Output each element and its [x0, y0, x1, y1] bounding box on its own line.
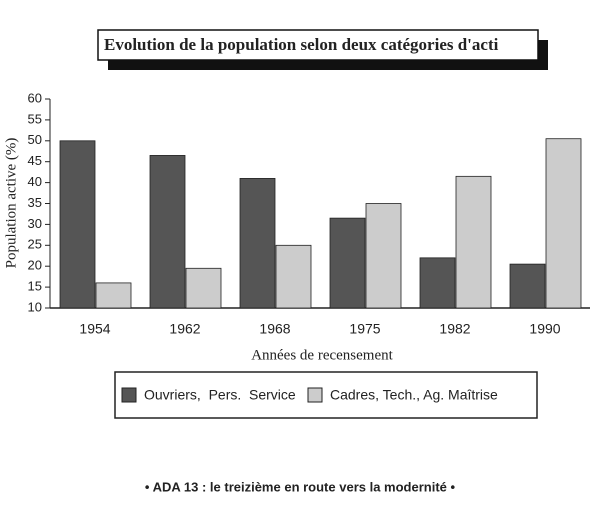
y-tick-label: 15 — [28, 279, 42, 294]
y-axis-label: Population active (%) — [3, 138, 19, 269]
bar — [545, 138, 582, 309]
bar — [365, 203, 402, 309]
y-tick-label: 50 — [28, 132, 42, 147]
bar — [59, 140, 96, 309]
bar — [275, 244, 312, 309]
x-tick-label: 1975 — [349, 321, 380, 337]
y-tick-label: 25 — [28, 237, 42, 252]
bar — [239, 178, 276, 309]
x-tick-label: 1968 — [259, 321, 290, 337]
bar — [95, 282, 132, 309]
bar — [455, 175, 492, 309]
y-tick-label: 20 — [28, 258, 42, 273]
x-tick-label: 1990 — [529, 321, 560, 337]
y-tick-label: 30 — [28, 216, 42, 231]
x-tick-label: 1962 — [169, 321, 200, 337]
legend-swatch — [307, 387, 323, 403]
x-tick-label: 1954 — [79, 321, 110, 337]
y-tick-label: 10 — [28, 299, 42, 314]
bar — [185, 267, 222, 309]
title-box — [97, 29, 539, 61]
bar — [329, 217, 366, 309]
x-axis-label: Années de recensement — [251, 347, 393, 363]
y-tick-label: 35 — [28, 195, 42, 210]
bar — [419, 257, 456, 309]
legend-box — [114, 371, 538, 419]
chart-title: Evolution de la population selon deux ca… — [104, 35, 499, 54]
y-tick-label: 40 — [28, 174, 42, 189]
footer: • ADA 13 : le treizième en route vers la… — [145, 479, 456, 494]
legend-swatch — [121, 387, 137, 403]
y-tick-label: 60 — [28, 90, 42, 105]
y-tick-label: 45 — [28, 153, 42, 168]
legend-label: Ouvriers, Pers. Service — [144, 387, 296, 403]
x-tick-label: 1982 — [439, 321, 470, 337]
y-tick-label: 55 — [28, 111, 42, 126]
legend-label: Cadres, Tech., Ag. Maîtrise — [330, 387, 498, 403]
bar — [149, 155, 186, 309]
bar — [509, 263, 546, 309]
